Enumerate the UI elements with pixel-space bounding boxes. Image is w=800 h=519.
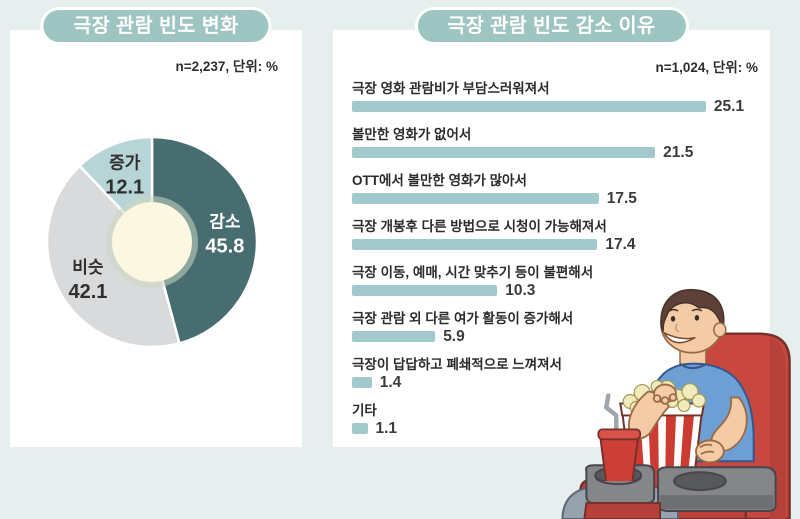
bar-fill [352,377,372,388]
arms [628,383,748,464]
bar-category-label: 극장 관람 외 다른 여가 활동이 증가해서 [352,311,574,326]
donut-chart: 감소 45.8 비슷 42.1 증가 12.1 [45,135,259,349]
man-in-theater-seat-illustration [561,288,791,519]
bar-fill [352,331,436,342]
bar-fill [352,101,706,112]
bar-fill [352,193,599,204]
bar-row: OTT에서 볼만한 영화가 많아서 17.5 [352,172,752,207]
bar-track: 5.9 [352,328,752,345]
bar-category-label: 극장 이동, 예매, 시간 맞추기 등이 불편해서 [352,265,594,280]
bar-track: 17.4 [352,236,752,253]
bar-row: 극장 관람 외 다른 여가 활동이 증가해서 5.9 [352,310,752,345]
bar-track: 10.3 [352,282,752,299]
donut-center-hole [112,202,192,282]
donut-slice-label: 비슷 42.1 [68,258,107,303]
bar-track: 25.1 [352,98,752,115]
panel-title-left: 극장 관람 빈도 변화 [40,7,272,45]
bar-track: 17.5 [352,190,752,207]
bar-category-label: 극장이 답답하고 폐쇄적으로 느껴져서 [352,357,562,372]
armrest-cupholder-right [656,466,777,513]
bar-category-label: 극장 영화 관람비가 부담스러워져서 [352,81,550,96]
bar-fill [352,285,498,296]
bar-value-label: 17.4 [605,236,636,253]
bar-track: 1.4 [352,374,752,391]
bar-row: 극장이 답답하고 폐쇄적으로 느껴져서 1.4 [352,356,752,391]
donut-slice-label: 증가 12.1 [105,154,144,199]
bar-row: 기타 1.1 [352,402,752,437]
bar-category-label: OTT에서 볼만한 영화가 많아서 [352,173,527,188]
sample-size-caption-left: n=2,237, 단위: % [175,59,278,74]
bar-fill [352,239,598,250]
bar-row: 극장 개봉후 다른 방법으로 시청이 가능해져서 17.4 [352,218,752,253]
sample-size-caption-right: n=1,024, 단위: % [655,60,758,75]
bar-value-label: 5.9 [443,328,465,345]
straw [604,393,619,432]
bar-fill [352,423,368,434]
bar-track: 1.1 [352,420,752,437]
donut-slice [150,135,259,345]
bar-value-label: 25.1 [713,98,745,115]
bar-value-label: 17.5 [606,190,637,207]
bar-value-label: 1.1 [375,420,398,437]
bar-category-label: 볼만한 영화가 없어서 [352,127,472,142]
bar-category-label: 기타 [352,403,377,418]
bar-value-label: 10.3 [505,282,536,299]
bar-value-label: 1.4 [379,374,402,391]
bar-row: 볼만한 영화가 없어서 21.5 [352,126,752,161]
bar-row: 극장 영화 관람비가 부담스러워져서 25.1 [352,80,752,115]
donut-slice-label: 감소 45.8 [205,212,244,257]
bar-chart: 극장 영화 관람비가 부담스러워져서 25.1 볼만한 영화가 없어서 21.5… [352,80,752,448]
bar-track: 21.5 [352,144,752,161]
panel-title-right: 극장 관람 빈도 감소 이유 [414,7,689,45]
bar-value-label: 21.5 [663,144,694,161]
bar-category-label: 극장 개봉후 다른 방법으로 시청이 가능해져서 [352,219,607,234]
bar-fill [352,147,656,158]
bar-row: 극장 이동, 예매, 시간 맞추기 등이 불편해서 10.3 [352,264,752,299]
drink-cup [583,393,662,519]
panel-viewing-frequency-change: 극장 관람 빈도 변화 n=2,237, 단위: % 감소 45.8 비슷 42.1 증… [10,7,302,447]
